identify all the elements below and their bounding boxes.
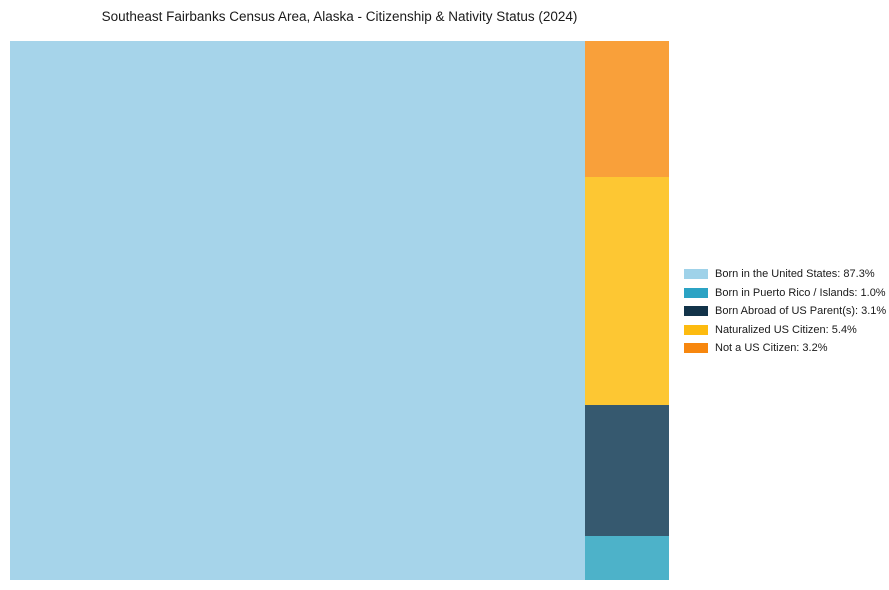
treemap-block-born-in-us: [10, 41, 585, 580]
legend-item-label: Naturalized US Citizen: 5.4%: [715, 323, 857, 336]
legend-swatch: [684, 306, 708, 317]
treemap-plot: [10, 41, 669, 580]
legend-item-label: Born Abroad of US Parent(s): 3.1%: [715, 305, 887, 318]
legend-swatch: [684, 343, 708, 354]
chart-title: Southeast Fairbanks Census Area, Alaska …: [101, 9, 578, 24]
legend-item-born-abroad: Born Abroad of US Parent(s): 3.1%: [684, 302, 886, 321]
legend-item-naturalized: Naturalized US Citizen: 5.4%: [684, 321, 886, 340]
legend-swatch: [684, 287, 708, 298]
legend-item-label: Born in Puerto Rico / Islands: 1.0%: [715, 286, 886, 299]
treemap-block-born-in-puerto-rico-islands: [585, 536, 669, 580]
legend-item-not-a-citizen: Not a US Citizen: 3.2%: [684, 339, 886, 358]
legend-item-label: Born in the United States: 87.3%: [715, 268, 875, 281]
legend: Born in the United States: 87.3% Born in…: [684, 265, 886, 358]
treemap-block-born-abroad-of-us-parents: [585, 405, 669, 536]
legend-swatch: [684, 269, 708, 280]
legend-item-born-in-us: Born in the United States: 87.3%: [684, 265, 886, 284]
treemap-block-naturalized-us-citizen: [585, 177, 669, 405]
treemap-block-not-a-us-citizen: [585, 41, 669, 177]
legend-item-born-in-puerto-rico: Born in Puerto Rico / Islands: 1.0%: [684, 284, 886, 303]
legend-item-label: Not a US Citizen: 3.2%: [715, 342, 828, 355]
legend-swatch: [684, 324, 708, 335]
